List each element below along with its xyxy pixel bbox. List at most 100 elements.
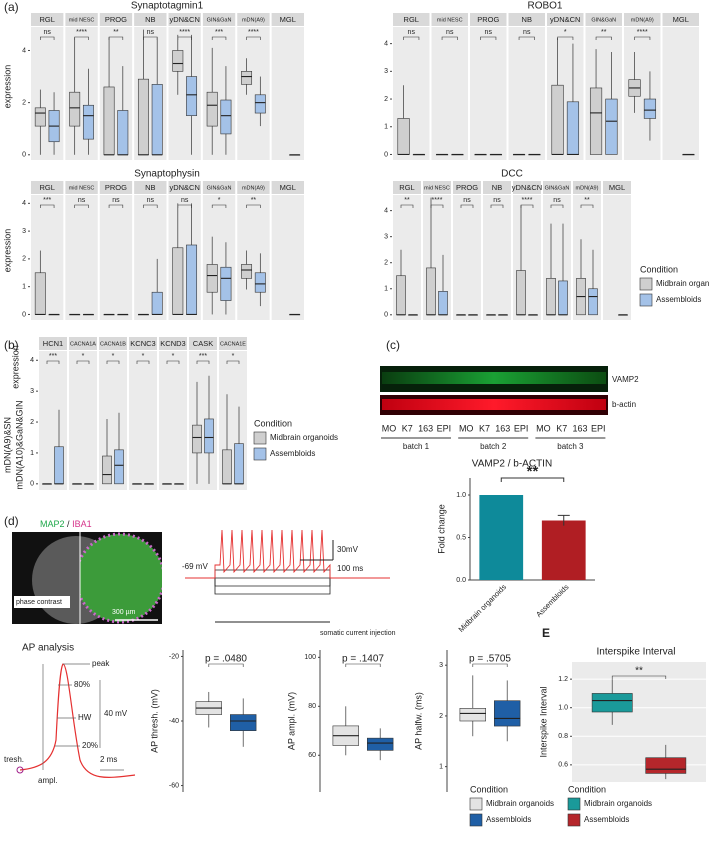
rest-label: -69 mV bbox=[182, 562, 208, 571]
facet-strip bbox=[39, 337, 67, 350]
ap-label: HW bbox=[78, 713, 92, 722]
box bbox=[172, 50, 184, 72]
y-tick-label: 2 bbox=[30, 419, 34, 426]
lane-labels: MO K7 163 EPI MO K7 163 EPI MO K7 163 EPI batch 1 bat… bbox=[381, 423, 606, 451]
sig-label: *** bbox=[199, 353, 207, 360]
sig-bracket bbox=[74, 36, 89, 40]
legend-title: Condition bbox=[568, 784, 606, 794]
sig-label: ns bbox=[78, 197, 86, 204]
facet-label: GIN&GaN bbox=[207, 17, 232, 23]
facet-label: MGL bbox=[280, 15, 296, 24]
y-tick-label: -20 bbox=[169, 653, 179, 660]
box bbox=[204, 418, 214, 454]
sig-label: ns bbox=[446, 29, 454, 36]
sig-label: **** bbox=[432, 197, 443, 204]
sig-bracket bbox=[634, 36, 651, 40]
phase-label: phase contrast bbox=[16, 599, 62, 606]
box bbox=[82, 104, 94, 140]
y-axis-label: AP ampl. (mV) bbox=[286, 692, 296, 750]
legend-label: Midbrain organoids bbox=[584, 799, 652, 808]
y-tick-label: -60 bbox=[169, 782, 179, 789]
sig-label: * bbox=[82, 353, 85, 360]
facet-strip bbox=[65, 181, 98, 194]
y-tick-label: 2 bbox=[22, 99, 26, 106]
box bbox=[234, 443, 244, 485]
facet-label: mid NESC bbox=[69, 185, 95, 191]
ap-title: AP analysis bbox=[22, 643, 74, 654]
facet-strip bbox=[483, 181, 511, 194]
facet-label: GIN&GaN bbox=[207, 185, 232, 191]
ap-curve bbox=[19, 663, 136, 778]
box bbox=[151, 84, 163, 156]
y-tick-label: 3 bbox=[30, 388, 34, 395]
facet-label: NB bbox=[522, 15, 532, 24]
facet-panel bbox=[237, 27, 270, 160]
y-tick-label: 2 bbox=[384, 260, 388, 267]
box bbox=[645, 757, 687, 774]
facet-label: mDN(A9) bbox=[576, 185, 599, 191]
blot-band bbox=[382, 399, 606, 410]
fluorescence-image bbox=[80, 534, 162, 622]
box bbox=[254, 94, 266, 114]
lane-label: EPI bbox=[437, 423, 452, 433]
sig-bracket bbox=[211, 36, 227, 40]
legend-title: Condition bbox=[470, 784, 508, 794]
y-tick-label: 1.0 bbox=[558, 705, 568, 712]
facet-label: mid NESC bbox=[424, 185, 450, 191]
sig-bracket bbox=[211, 204, 227, 208]
y-tick-label: 1 bbox=[384, 286, 388, 293]
facet-panel bbox=[237, 195, 270, 320]
panel-label: E bbox=[542, 626, 550, 640]
box bbox=[588, 288, 598, 316]
y-tick-label: 3 bbox=[384, 68, 388, 75]
facet-strip bbox=[603, 181, 631, 194]
facet-label: NB bbox=[145, 15, 155, 24]
box bbox=[546, 278, 556, 316]
y-tick-label: 100 bbox=[304, 654, 316, 661]
box bbox=[186, 76, 198, 116]
y-tick-label: 2 bbox=[384, 96, 388, 103]
sig-label: ns bbox=[181, 197, 189, 204]
ap-label: 2 ms bbox=[100, 755, 117, 764]
y-axis-label: expression bbox=[2, 229, 12, 273]
facet-strip bbox=[99, 337, 127, 350]
facet-strip bbox=[237, 13, 270, 26]
sig-label: * bbox=[112, 353, 115, 360]
sig-label: ns bbox=[408, 29, 416, 36]
lane-label: K7 bbox=[556, 423, 567, 433]
box bbox=[366, 737, 394, 751]
y-axis-label: AP thresh. (mV) bbox=[149, 689, 159, 753]
y-tick-label: 0.0 bbox=[456, 577, 466, 584]
facet-label: PROG bbox=[477, 15, 499, 24]
panel-label: (d) bbox=[4, 514, 19, 528]
box bbox=[516, 270, 526, 316]
lane-label: EPI bbox=[591, 423, 606, 433]
facet-label: mDN(A9) bbox=[242, 185, 265, 191]
facet-strip bbox=[271, 13, 304, 26]
box bbox=[186, 244, 198, 315]
y-tick-label: 1.0 bbox=[456, 492, 466, 499]
sig-bracket bbox=[108, 204, 124, 208]
sig-label: ns bbox=[493, 197, 501, 204]
sig-bracket bbox=[430, 204, 444, 208]
facet-label: CASK bbox=[193, 339, 213, 348]
ap-label: 80% bbox=[74, 680, 90, 689]
box bbox=[114, 449, 124, 485]
facet-label: GIN&GaN bbox=[545, 185, 570, 191]
sig-label: p = .5705 bbox=[469, 654, 511, 665]
y-tick-label: 4 bbox=[384, 207, 388, 214]
facet-strip bbox=[159, 337, 187, 350]
bar bbox=[541, 520, 586, 580]
sig-label: * bbox=[172, 353, 175, 360]
legend-label: Assembloids bbox=[584, 815, 629, 824]
sig-bracket bbox=[403, 36, 420, 40]
sig-label: ns bbox=[112, 197, 120, 204]
box bbox=[566, 101, 580, 155]
y-tick-label: 1.2 bbox=[558, 676, 568, 683]
y-tick-label: 4 bbox=[22, 200, 26, 207]
chart-title: VAMP2 / b-ACTIN bbox=[472, 459, 552, 470]
sig-label: p = .1407 bbox=[342, 654, 384, 665]
sig-label: **** bbox=[637, 29, 648, 36]
lane-label: MO bbox=[536, 423, 551, 433]
